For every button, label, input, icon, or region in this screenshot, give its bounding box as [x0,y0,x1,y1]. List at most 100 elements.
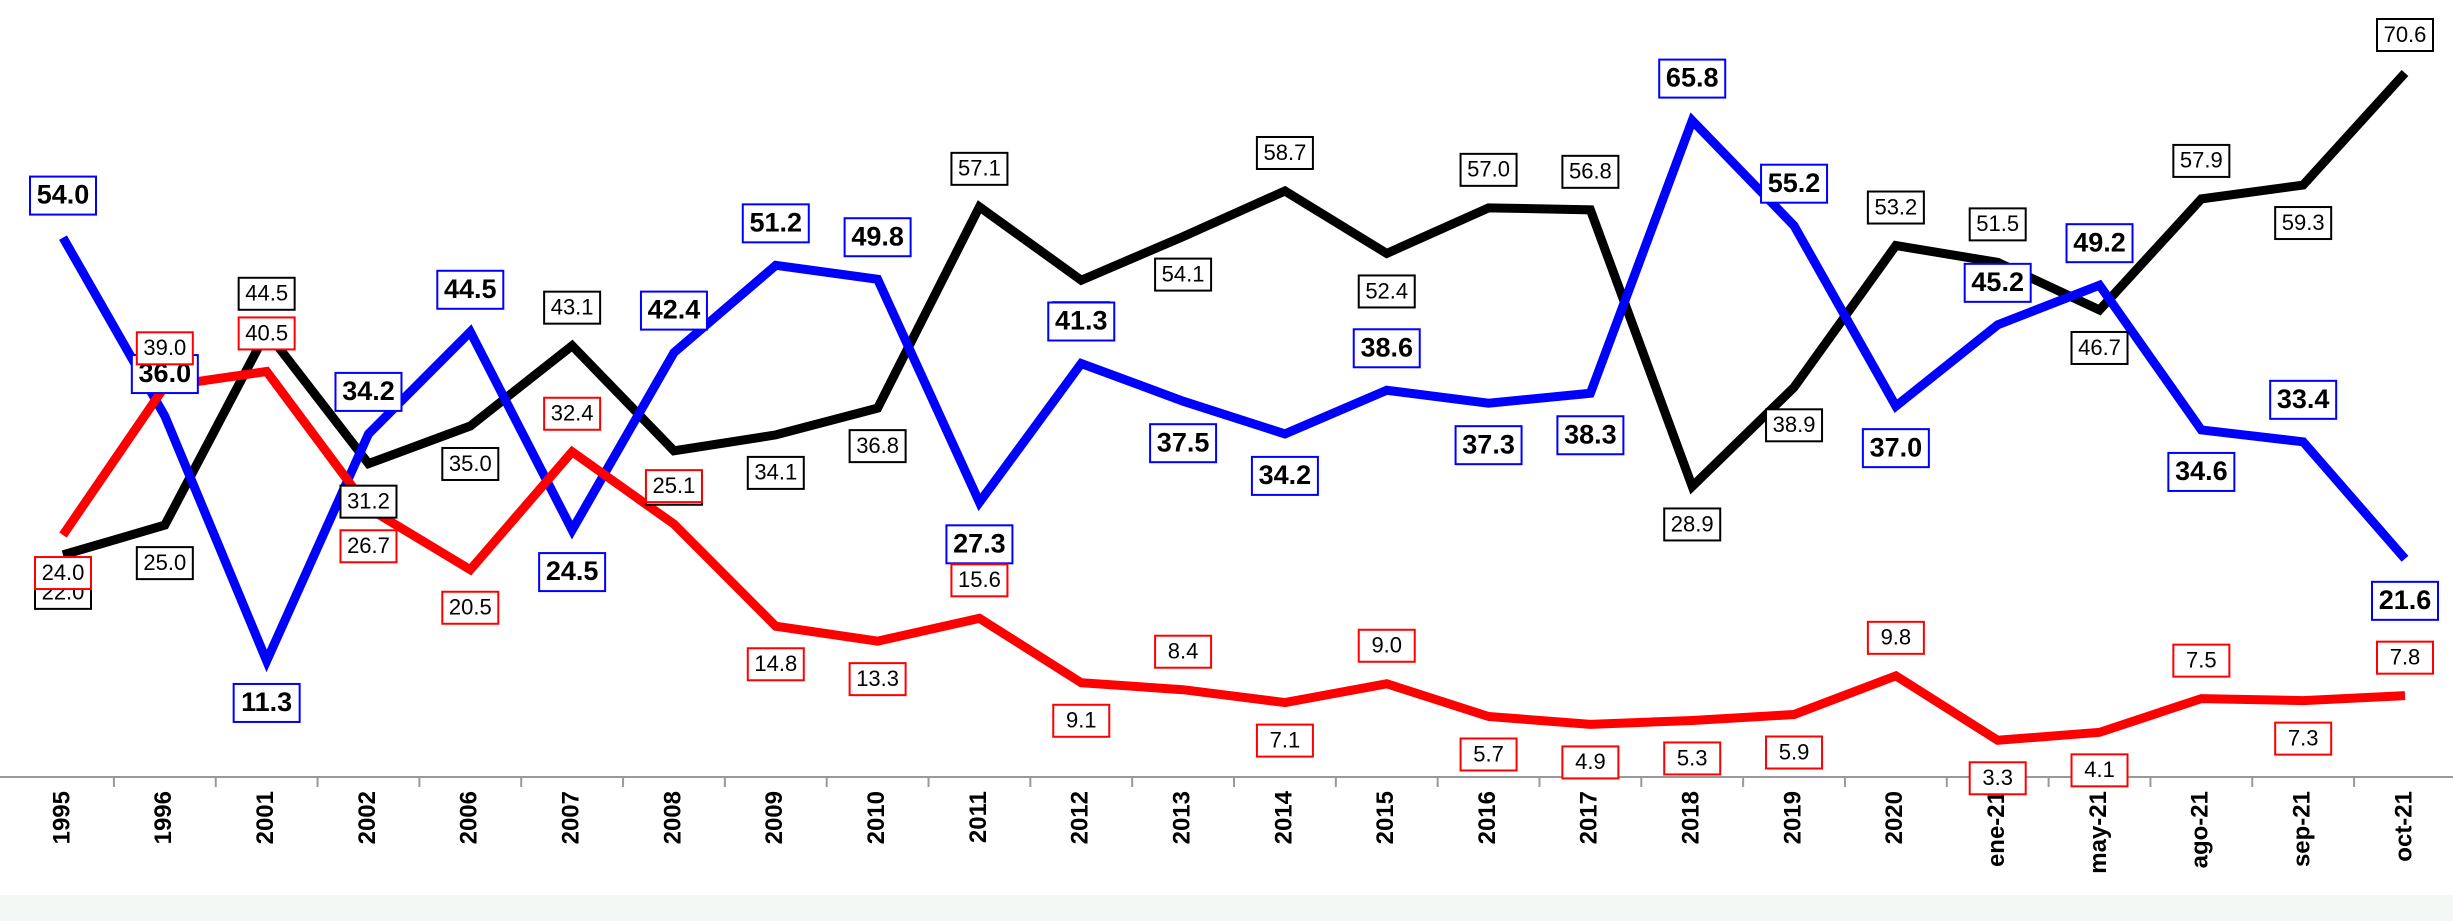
x-tick-label: 2009 [761,791,788,844]
data-label: 51.5 [1968,207,2027,242]
data-label-box [1556,415,1625,456]
data-label: 27.3 [945,524,1014,565]
data-label-text: 21.6 [2379,585,2432,615]
data-label-text: 25.1 [653,473,696,498]
data-label: 35.0 [441,446,500,481]
data-label-text: 33.4 [2277,384,2330,414]
data-label-text: 24.0 [42,560,85,585]
data-label: 37.0 [1861,428,1930,469]
data-label: 3.3 [1968,761,2027,796]
data-label-text: 45.2 [1971,267,2024,297]
data-label-box [848,429,907,464]
data-label-box [339,484,398,519]
data-label-text: 34.2 [1259,460,1312,490]
data-label-text: 7.1 [1270,727,1301,752]
data-label-box [2167,451,2236,492]
data-label: 34.2 [1250,455,1319,496]
data-label-box [2065,223,2134,264]
data-label: 38.6 [1352,328,1421,369]
x-tick-label: 1995 [48,791,75,844]
data-label-box [1459,152,1518,187]
data-label: 25.1 [644,469,703,504]
data-label: 7.3 [2274,721,2333,756]
data-label-box [1154,257,1213,292]
data-label-box [2376,640,2434,675]
data-label-text: 41.3 [1055,306,1108,336]
data-label-box [1765,408,1824,443]
x-tick-label: ene-21 [1983,791,2010,867]
x-tick-label: 2002 [354,791,381,844]
data-label-box [950,563,1009,598]
data-label-text: 44.5 [444,274,497,304]
data-label: 58.7 [1255,135,1314,170]
data-label-text: 49.2 [2073,227,2126,257]
data-label-box [543,396,602,431]
data-label-text: 34.2 [342,376,395,406]
x-tick-label: 2015 [1372,791,1399,844]
data-label: 57.1 [950,151,1009,186]
series-line [59,366,2406,745]
x-tick-label: 2011 [965,791,992,843]
data-label-text: 20.5 [449,595,492,620]
x-tick-label: 2001 [252,791,279,844]
data-label-box [1149,423,1218,464]
data-label-text: 51.2 [750,207,803,237]
data-label-text: 56.8 [1569,159,1612,184]
data-label-text: 5.7 [1473,741,1504,766]
data-label-box [746,455,805,490]
data-label: 33.4 [2269,379,2338,420]
x-tick-label: may-21 [2085,791,2112,874]
data-label-text: 59.3 [2282,210,2325,235]
data-label: 40.5 [237,316,296,351]
data-label-text: 37.0 [1870,432,1923,462]
data-label: 24.5 [538,552,607,593]
x-tick-label: 2017 [1576,791,1603,844]
data-label-box [237,276,296,311]
data-label-text: 44.5 [245,281,288,306]
data-label-box [1255,723,1314,758]
data-label: 7.8 [2376,640,2434,675]
data-label-box [441,446,500,481]
data-label: 59.3 [2274,206,2333,241]
data-label-text: 11.3 [241,687,292,717]
data-label-box [1765,735,1824,770]
x-tick-label: 2012 [1067,791,1094,844]
data-label: 34.1 [746,455,805,490]
data-label: 5.7 [1459,737,1518,772]
x-tick-label: 2007 [557,791,584,844]
data-label: 70.6 [2376,18,2434,52]
data-label-box [2274,721,2333,756]
data-label: 24.0 [34,556,92,591]
data-label-text: 5.9 [1779,739,1810,764]
footer-band [0,895,2453,921]
data-label-box [135,331,194,366]
data-label-text: 7.8 [2390,644,2421,669]
data-label: 26.7 [339,529,398,564]
x-tick-label: 2016 [1474,791,1501,844]
data-label: 4.1 [2070,753,2129,788]
data-label: 44.5 [436,269,505,310]
data-label-text: 52.4 [1365,278,1408,303]
data-label-box [945,524,1014,565]
data-label-text: 40.5 [245,320,288,345]
data-label-box [34,556,92,591]
data-label: 49.8 [843,217,912,258]
data-label-text: 54.1 [1162,261,1205,286]
x-tick-label: sep-21 [2289,791,2316,867]
data-label-box [1866,620,1925,655]
data-label-box [644,469,703,504]
data-label-box [639,290,708,331]
data-label: 5.3 [1663,741,1722,776]
data-label-text: 8.4 [1168,639,1199,664]
data-label-box [1047,301,1116,342]
data-label-box [1357,628,1416,663]
data-label-text: 49.8 [851,221,904,251]
data-label-text: 57.9 [2180,148,2223,173]
data-label: 25.0 [135,546,194,581]
x-tick-label: ago-21 [2187,791,2214,868]
data-label-box [848,662,907,697]
data-label-text: 26.7 [347,533,390,558]
data-label-box [741,203,810,244]
data-label: 34.6 [2167,451,2236,492]
